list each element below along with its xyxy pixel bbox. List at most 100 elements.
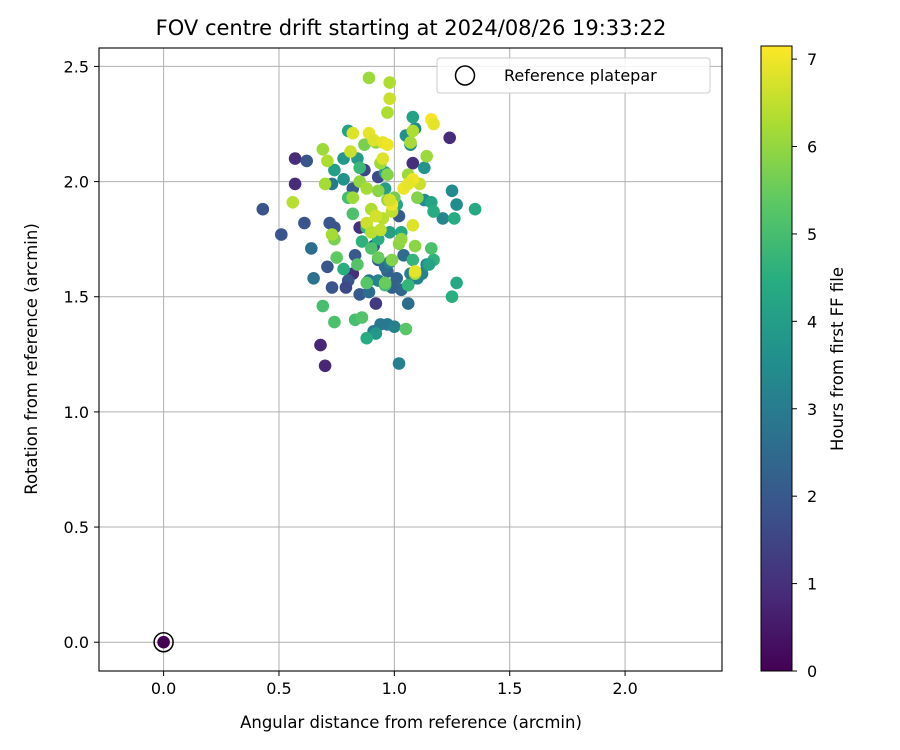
legend-marker xyxy=(454,65,476,86)
scatter-point xyxy=(443,131,457,145)
scatter-point xyxy=(314,338,327,352)
scatter-point xyxy=(427,205,440,218)
scatter-point xyxy=(300,154,314,168)
scatter-point xyxy=(374,223,387,237)
legend-box xyxy=(436,57,711,94)
scatter-point xyxy=(360,182,374,195)
chart-title: FOV centre drift starting at 2024/08/26 … xyxy=(156,16,667,40)
x-tick-label: 1.0 xyxy=(382,679,407,698)
scatter-point xyxy=(445,184,459,198)
colorbar-label: Hours from first FF file xyxy=(828,267,847,451)
scatter-point xyxy=(381,138,394,151)
y-tick-label: 2.5 xyxy=(64,57,89,76)
scatter-point xyxy=(346,207,360,221)
scatter-point xyxy=(321,154,334,168)
scatter-point xyxy=(360,216,374,230)
plot-frame xyxy=(98,47,723,672)
scatter-point xyxy=(360,331,374,345)
colorbar-tick-label: 2 xyxy=(807,487,817,506)
scatter-point xyxy=(369,209,383,223)
x-axis-label: Angular distance from reference (arcmin) xyxy=(240,713,582,732)
scatter-point xyxy=(401,278,415,292)
scatter-point xyxy=(318,359,332,373)
colorbar xyxy=(760,45,793,672)
scatter-point xyxy=(328,315,341,329)
scatter-point xyxy=(330,251,344,264)
x-tick-label: 0.5 xyxy=(266,679,291,698)
y-tick-label: 1.5 xyxy=(64,288,89,307)
reference-point xyxy=(153,631,174,653)
x-tick-label: 1.5 xyxy=(497,679,522,698)
scatter-point xyxy=(383,76,397,89)
scatter-point xyxy=(371,251,385,264)
scatter-point xyxy=(316,143,330,156)
scatter-point xyxy=(392,357,406,370)
scatter-point xyxy=(325,228,339,241)
colorbar-tick-label: 0 xyxy=(807,662,817,681)
scatter-point xyxy=(436,212,450,225)
scatter-point xyxy=(388,320,401,334)
legend-label: Reference platepar xyxy=(504,66,657,85)
scatter-point xyxy=(404,136,417,149)
scatter-point xyxy=(395,232,408,246)
reference-point-ring xyxy=(153,631,174,653)
scatter-point xyxy=(353,161,367,175)
scatter-point xyxy=(406,124,420,138)
scatter-point xyxy=(383,193,397,207)
y-axis-ticks: 0.0 0.5 1.0 1.5 2.0 2.5 xyxy=(64,57,99,652)
scatter-point xyxy=(337,262,350,276)
scatter-point xyxy=(337,173,350,186)
scatter-point xyxy=(328,163,341,177)
y-tick-label: 0.5 xyxy=(64,518,89,537)
scatter-point xyxy=(360,276,374,290)
scatter-point xyxy=(346,126,360,140)
scatter-point xyxy=(450,276,463,290)
scatter-point xyxy=(401,297,415,310)
scatter-point xyxy=(420,149,434,163)
scatter-point xyxy=(406,253,420,267)
scatter-point xyxy=(448,212,461,225)
scatter-point xyxy=(288,152,302,165)
colorbar-tick-label: 7 xyxy=(807,50,817,69)
scatter-point xyxy=(408,239,422,253)
y-tick-label: 2.0 xyxy=(64,173,89,192)
scatter-point xyxy=(256,202,270,216)
scatter-point xyxy=(411,191,424,204)
scatter-point xyxy=(307,272,320,285)
scatter-point xyxy=(422,258,436,271)
scatter-point xyxy=(385,253,399,267)
scatter-point xyxy=(406,156,420,170)
scatter-point xyxy=(383,92,397,105)
colorbar-tick-label: 3 xyxy=(807,400,817,419)
scatter-point xyxy=(355,311,369,324)
scatter-point xyxy=(339,281,353,294)
x-tick-label: 2.0 xyxy=(612,679,637,698)
scatter-point xyxy=(401,177,415,191)
scatter-point xyxy=(408,265,422,278)
scatter-point xyxy=(321,260,334,274)
reference-point-dot xyxy=(157,635,170,649)
scatter-point xyxy=(399,322,413,336)
colorbar-tick-label: 1 xyxy=(807,575,817,594)
x-tick-label: 0.0 xyxy=(151,679,176,698)
scatter-point xyxy=(365,242,378,255)
scatter-point xyxy=(378,276,392,290)
scatter-point xyxy=(468,202,482,216)
scatter-point xyxy=(362,71,376,85)
scatter-point xyxy=(346,191,360,204)
colorbar-tick-label: 4 xyxy=(807,312,817,331)
scatter-point xyxy=(371,184,385,198)
scatter-point xyxy=(369,297,383,310)
scatter-point xyxy=(351,258,364,271)
y-tick-label: 0.0 xyxy=(64,633,89,652)
scatter-point xyxy=(427,117,440,131)
scatter-point xyxy=(318,177,332,191)
legend: Reference platepar xyxy=(436,57,711,94)
scatter-point xyxy=(288,177,302,191)
scatter-point xyxy=(355,235,369,248)
scatter-point xyxy=(381,168,394,181)
scatter-point xyxy=(376,152,390,165)
x-axis-ticks: 0.0 0.5 1.0 1.5 2.0 xyxy=(151,671,638,698)
scatter-point xyxy=(344,145,357,158)
